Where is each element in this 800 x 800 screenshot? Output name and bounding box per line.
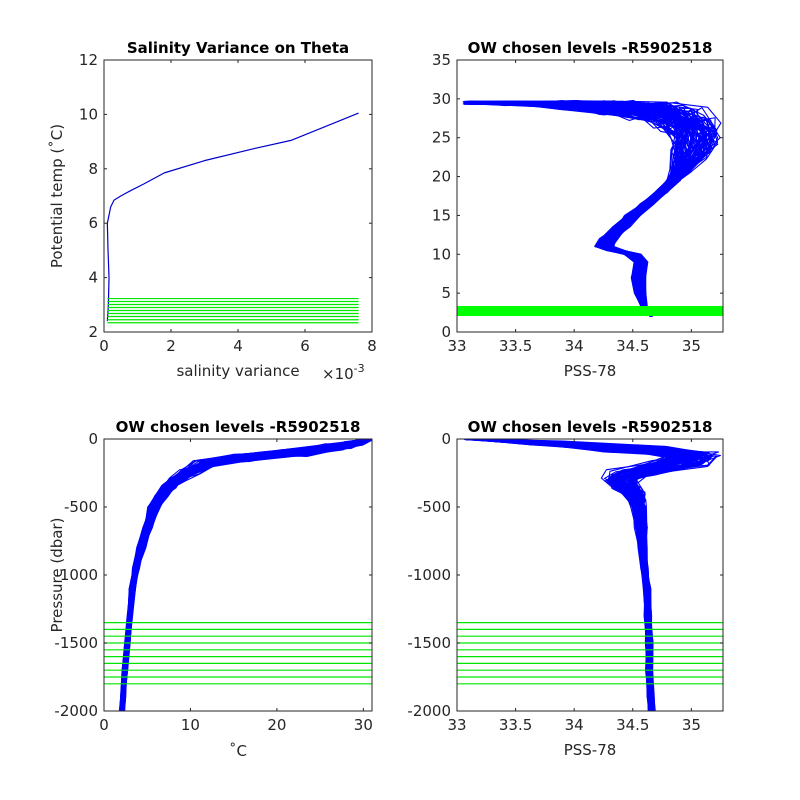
x-tick-label: 34.5 xyxy=(616,716,649,734)
y-tick-label: 35 xyxy=(432,51,451,69)
x-tick-label: 6 xyxy=(300,337,310,355)
x-axis-label: PSS-78 xyxy=(564,362,617,380)
y-tick-label: 4 xyxy=(88,269,98,287)
y-axis-label: Pressure (dbar) xyxy=(48,518,66,633)
y-tick-label: -1500 xyxy=(54,634,98,652)
x-tick-label: 33 xyxy=(447,716,466,734)
plot-marks xyxy=(457,439,723,711)
chart-title: OW chosen levels -R5902518 xyxy=(468,418,713,436)
x-tick-label: 0 xyxy=(99,337,109,355)
y-tick-label: 0 xyxy=(441,430,451,448)
x-axis-label: PSS-78 xyxy=(564,741,617,759)
x-tick-label: 2 xyxy=(166,337,176,355)
x-axis-label: salinity variance xyxy=(176,362,299,380)
profile-line xyxy=(106,112,359,322)
plot-marks xyxy=(106,112,359,324)
y-tick-label: 25 xyxy=(432,129,451,147)
profile-line xyxy=(121,439,370,711)
plot-area xyxy=(103,59,373,333)
y-tick-label: -500 xyxy=(417,498,451,516)
profile-line xyxy=(467,101,688,317)
x-tick-label: 4 xyxy=(233,337,243,355)
profile-line xyxy=(472,439,711,711)
profile-line xyxy=(121,439,368,711)
y-tick-label: 10 xyxy=(79,105,98,123)
y-tick-label: -1000 xyxy=(54,566,98,584)
plot-marks xyxy=(457,99,723,317)
y-tick-label: -2000 xyxy=(407,702,451,720)
x-tick-label: 34.5 xyxy=(616,337,649,355)
y-tick-label: 0 xyxy=(441,323,451,341)
y-tick-label: 30 xyxy=(432,90,451,108)
axis-frame xyxy=(456,59,724,333)
y-axis-label: Potential temp (˚C) xyxy=(48,124,66,268)
x-tick-label: 30 xyxy=(354,716,373,734)
subplot-p2: 33 33.5 34 34.5 35 0 5 10 15 20 25 30 35 OW chosen le… xyxy=(432,39,724,380)
x-axis-label: ˚C xyxy=(229,742,247,760)
x-tick-label: 33.5 xyxy=(499,337,532,355)
y-tick-label: -500 xyxy=(64,498,98,516)
subplot-p3: 0 10 20 30 -2000 -1500 -1000 -500 0 OW chosen lev… xyxy=(48,418,373,760)
y-tick-label: -2000 xyxy=(54,702,98,720)
x-exponent-label: ×10-3 xyxy=(322,362,365,383)
y-tick-label: 2 xyxy=(88,323,98,341)
plot-marks xyxy=(104,439,372,711)
y-tick-label: 10 xyxy=(432,245,451,263)
x-tick-label: 35 xyxy=(682,716,701,734)
profile-line xyxy=(120,439,367,711)
y-tick-label: 12 xyxy=(79,51,98,69)
x-tick-label: 33 xyxy=(447,337,466,355)
chart-title: Salinity Variance on Theta xyxy=(127,39,349,57)
profile-line xyxy=(470,102,704,317)
y-tick-label: -1000 xyxy=(407,566,451,584)
chart-title: OW chosen levels -R5902518 xyxy=(468,39,713,57)
profile-line xyxy=(123,439,372,711)
y-tick-label: -1500 xyxy=(407,634,451,652)
profile-line xyxy=(470,439,712,711)
profile-line xyxy=(465,103,685,317)
plot-area xyxy=(456,438,724,712)
x-tick-label: 10 xyxy=(181,716,200,734)
y-tick-label: 0 xyxy=(88,430,98,448)
x-tick-label: 20 xyxy=(267,716,286,734)
y-tick-label: 8 xyxy=(88,160,98,178)
x-tick-label: 34 xyxy=(565,337,584,355)
profile-line xyxy=(472,101,719,317)
x-tick-label: 35 xyxy=(682,337,701,355)
subplot-p4: 33 33.5 34 34.5 35 -2000 -1500 -1000 -500 0 OW cho… xyxy=(407,418,724,759)
x-tick-label: 0 xyxy=(99,716,109,734)
y-tick-label: 15 xyxy=(432,206,451,224)
profile-line xyxy=(467,439,682,711)
y-tick-label: 5 xyxy=(441,284,451,302)
chart-title: OW chosen levels -R5902518 xyxy=(116,418,361,436)
profile-line xyxy=(469,439,695,711)
plot-area xyxy=(103,438,373,712)
x-tick-label: 34 xyxy=(565,716,584,734)
x-tick-label: 8 xyxy=(367,337,377,355)
y-tick-label: 6 xyxy=(88,214,98,232)
x-tick-label: 33.5 xyxy=(499,716,532,734)
y-tick-label: 20 xyxy=(432,168,451,186)
